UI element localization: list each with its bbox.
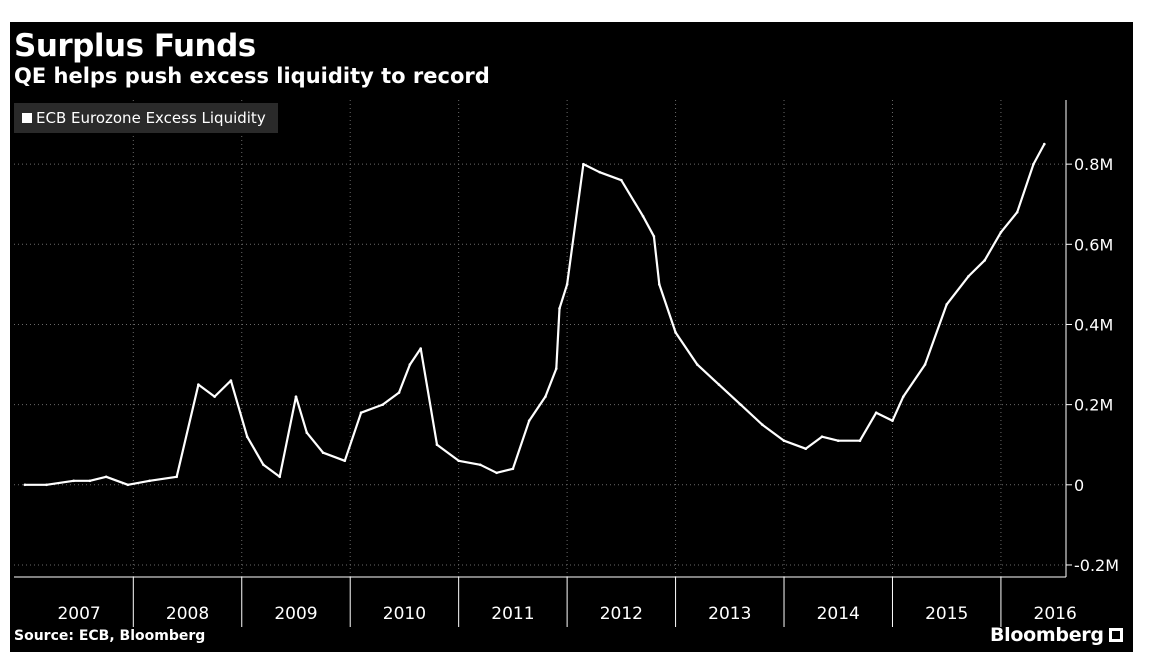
data-point: [72, 479, 75, 483]
data-point: [1015, 210, 1019, 214]
data-point: [891, 419, 894, 422]
data-point: [717, 383, 721, 386]
x-tick-label: 2011: [491, 604, 534, 624]
gridlines: [14, 100, 1066, 577]
data-point: [262, 463, 265, 467]
data-point: [641, 214, 645, 218]
data-point: [321, 451, 325, 455]
data-point: [175, 475, 178, 479]
data-point: [999, 230, 1003, 234]
legend-label: ECB Eurozone Excess Liquidity: [36, 109, 266, 127]
brand-name: Bloomberg: [990, 624, 1104, 646]
brand-logo: Bloomberg: [990, 624, 1123, 646]
data-point: [983, 259, 986, 262]
x-tick-label: 2012: [600, 604, 643, 624]
data-point: [620, 178, 623, 182]
data-point: [343, 459, 347, 463]
data-point: [554, 367, 558, 370]
data-point: [495, 471, 498, 475]
series-layer: [23, 142, 1046, 487]
data-point: [245, 435, 249, 439]
data-point: [381, 403, 385, 406]
data-point: [229, 379, 233, 382]
data-point: [820, 435, 824, 439]
data-point: [408, 363, 412, 366]
data-point: [902, 395, 905, 398]
x-tick-label: 2007: [57, 604, 100, 624]
data-point: [419, 347, 423, 350]
y-tick-label: 0: [1074, 476, 1084, 495]
data-point: [657, 283, 661, 286]
data-point: [197, 383, 200, 386]
x-tick-label: 2015: [925, 604, 968, 624]
data-point: [582, 162, 585, 166]
axes: -0.2M 0 0.2M 0.4M 0.6M 0.8M 2007 2008 2009 2010 20…: [14, 100, 1119, 627]
data-point: [565, 283, 569, 286]
data-point: [88, 479, 92, 483]
data-point: [558, 307, 561, 310]
x-tick-label: 2009: [274, 604, 317, 624]
data-point: [836, 439, 840, 443]
brand-mark-icon: [1108, 628, 1123, 642]
y-tick-label: 0.2M: [1074, 396, 1113, 415]
data-point: [804, 447, 808, 451]
x-tick-label: 2008: [166, 604, 209, 624]
data-point: [359, 411, 363, 414]
legend-swatch: [22, 113, 32, 123]
y-tick-label: -0.2M: [1074, 556, 1119, 575]
data-point: [858, 439, 862, 443]
data-point: [294, 395, 298, 398]
data-point: [544, 395, 547, 398]
data-point: [305, 431, 309, 434]
source-note: Source: ECB, Bloomberg: [14, 628, 206, 644]
chart-title: Surplus Funds: [14, 28, 256, 64]
data-point: [45, 483, 48, 487]
data-point: [104, 475, 108, 479]
data-point: [1032, 162, 1035, 166]
data-point: [652, 234, 656, 238]
legend-box: [14, 103, 278, 133]
data-point: [527, 419, 531, 422]
data-point: [945, 303, 949, 306]
data-point: [874, 411, 878, 414]
x-tick-label: 2010: [383, 604, 426, 624]
data-point: [278, 475, 282, 479]
data-point: [457, 459, 460, 463]
series-line: [24, 143, 1046, 486]
data-point: [598, 170, 601, 174]
data-point: [695, 363, 699, 366]
data-point: [435, 443, 439, 447]
data-point: [674, 331, 677, 334]
x-tick-label: 2016: [1034, 604, 1077, 624]
data-point: [148, 479, 151, 483]
chart-subtitle: QE helps push excess liquidity to record: [14, 64, 490, 88]
data-point: [761, 423, 764, 426]
data-point: [511, 467, 515, 471]
data-point: [1043, 142, 1046, 146]
data-point: [213, 395, 216, 398]
data-point: [923, 363, 927, 366]
y-tick-label: 0.8M: [1074, 155, 1113, 174]
x-tick-label: 2013: [708, 604, 751, 624]
data-point: [23, 483, 27, 487]
data-point: [126, 483, 130, 487]
legend: ECB Eurozone Excess Liquidity: [14, 103, 278, 133]
data-point: [397, 391, 401, 394]
x-tick-label: 2014: [817, 604, 860, 624]
data-point: [967, 275, 970, 278]
data-point: [479, 463, 482, 467]
y-tick-label: 0.4M: [1074, 315, 1113, 334]
y-tick-label: 0.6M: [1074, 235, 1113, 254]
data-point: [739, 403, 742, 406]
data-point: [782, 439, 786, 443]
